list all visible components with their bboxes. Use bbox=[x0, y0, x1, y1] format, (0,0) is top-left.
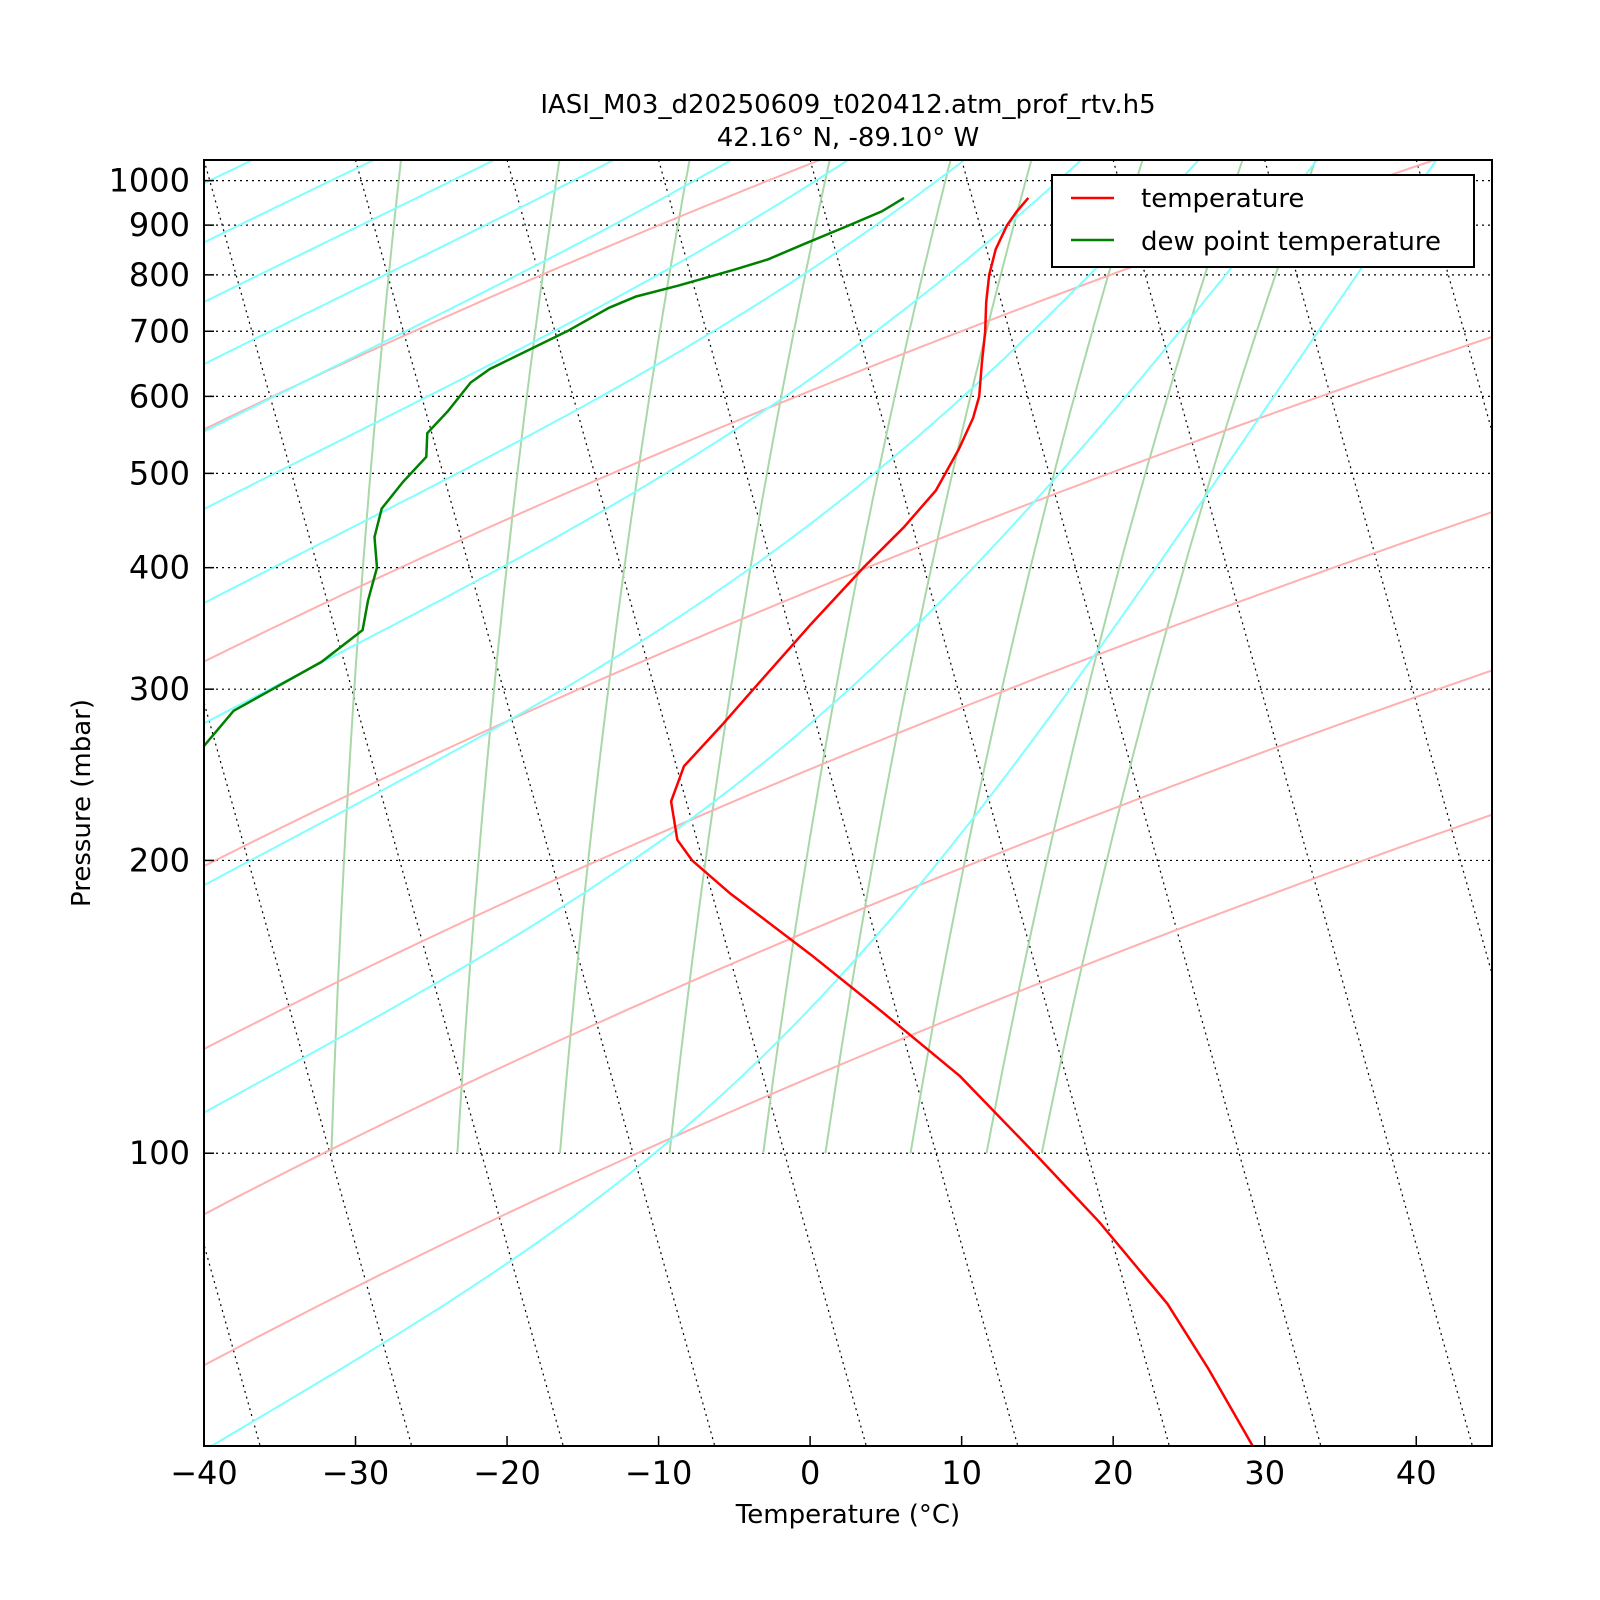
y-tick-label: 900 bbox=[129, 206, 190, 244]
y-axis-label: Pressure (mbar) bbox=[67, 699, 97, 907]
y-tick-label: 100 bbox=[129, 1134, 190, 1172]
mixing-ratio-line bbox=[762, 160, 952, 1154]
moist-adiabat-line bbox=[204, 160, 495, 304]
moist-adiabat-line bbox=[204, 160, 375, 244]
isotherm-line bbox=[961, 160, 1322, 1446]
moist-adiabat-line bbox=[210, 160, 1438, 1446]
moist-adiabat-line bbox=[204, 160, 614, 366]
y-tick-label: 1000 bbox=[109, 162, 190, 200]
y-tick-label: 200 bbox=[129, 841, 190, 879]
isotherm-line bbox=[204, 700, 413, 1446]
moist-adiabat-lines bbox=[0, 160, 1438, 1446]
y-tick-label: 600 bbox=[129, 377, 190, 415]
x-tick-label: −40 bbox=[170, 1454, 238, 1492]
isotherm-line bbox=[658, 160, 1019, 1446]
profile-series bbox=[204, 196, 1254, 1446]
dry-adiabat-line bbox=[204, 160, 1435, 663]
y-tick-label: 400 bbox=[129, 549, 190, 587]
legend-label-temperature: temperature bbox=[1141, 184, 1304, 214]
legend-box bbox=[1051, 174, 1475, 268]
y-tick-label: 800 bbox=[129, 256, 190, 294]
legend-label-dewpoint: dew point temperature bbox=[1141, 227, 1441, 257]
y-tick-label: 500 bbox=[129, 454, 190, 492]
legend: temperature dew point temperature bbox=[1051, 174, 1475, 268]
x-tick-label: −10 bbox=[625, 1454, 693, 1492]
isotherm-line bbox=[809, 160, 1170, 1446]
axis-ticks: −40 −30 −20 −10 0 10 20 30 40 100 200 300 400 500 600 7… bbox=[109, 162, 1437, 1492]
y-tick-label: 700 bbox=[129, 312, 190, 350]
moist-adiabat-line bbox=[204, 160, 849, 511]
dry-adiabat-line bbox=[204, 511, 1492, 1051]
plot-frame bbox=[203, 159, 1493, 1447]
isotherm-line bbox=[354, 160, 716, 1446]
x-tick-label: −30 bbox=[322, 1454, 390, 1492]
isotherm-line bbox=[1264, 160, 1492, 976]
mixing-ratio-line bbox=[456, 160, 561, 1154]
mixing-ratio-line bbox=[909, 160, 1144, 1154]
x-axis-label: Temperature (°C) bbox=[735, 1500, 960, 1530]
moist-adiabat-line bbox=[0, 160, 130, 1446]
mixing-ratio-line bbox=[330, 160, 402, 1154]
isotherm-lines bbox=[204, 160, 1492, 1446]
x-tick-label: 30 bbox=[1244, 1454, 1285, 1492]
mixing-ratio-line bbox=[559, 160, 691, 1154]
mixing-ratio-line bbox=[668, 160, 831, 1154]
dry-adiabat-lines bbox=[204, 160, 1492, 1367]
isotherm-line bbox=[204, 1242, 261, 1446]
temperature-profile-line bbox=[669, 197, 1254, 1446]
dry-adiabat-line bbox=[204, 160, 821, 431]
x-tick-label: −20 bbox=[473, 1454, 541, 1492]
isotherm-line bbox=[1415, 160, 1492, 434]
isotherm-line bbox=[1112, 160, 1474, 1446]
isotherm-line bbox=[204, 160, 564, 1446]
moist-adiabat-line bbox=[204, 160, 1200, 887]
chart-subtitle: 42.16° N, -89.10° W bbox=[717, 123, 979, 153]
dry-adiabat-line bbox=[204, 160, 206, 162]
isotherm-line bbox=[506, 160, 867, 1446]
x-tick-label: 40 bbox=[1396, 1454, 1437, 1492]
mixing-ratio-line bbox=[824, 160, 1033, 1154]
x-tick-label: 10 bbox=[941, 1454, 982, 1492]
moist-adiabat-line bbox=[204, 160, 966, 605]
chart-title: IASI_M03_d20250609_t020412.atm_prof_rtv.… bbox=[540, 90, 1155, 120]
y-tick-label: 300 bbox=[129, 670, 190, 708]
moist-adiabat-line bbox=[204, 160, 1082, 725]
dry-adiabat-line bbox=[204, 813, 1492, 1367]
dry-adiabat-line bbox=[204, 335, 1492, 868]
moist-adiabat-line bbox=[204, 160, 253, 185]
dewpoint-profile-line bbox=[204, 196, 905, 748]
dry-adiabat-line bbox=[204, 669, 1492, 1216]
mixing-ratio-lines bbox=[330, 160, 1317, 1154]
mixing-ratio-line bbox=[1040, 160, 1317, 1154]
x-tick-label: 0 bbox=[800, 1454, 820, 1492]
moist-adiabat-line bbox=[204, 160, 1318, 1114]
plot-area bbox=[0, 160, 1492, 1446]
mixing-ratio-line bbox=[985, 160, 1244, 1154]
moist-adiabat-line bbox=[204, 160, 732, 433]
x-tick-label: 20 bbox=[1093, 1454, 1134, 1492]
